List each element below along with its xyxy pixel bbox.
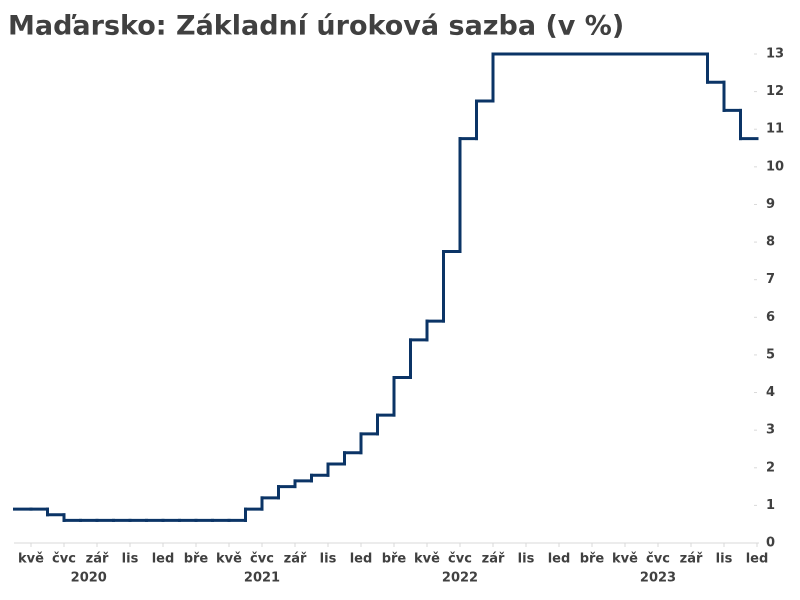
- x-tick-label: zář: [284, 552, 307, 567]
- y-tick-label: 3: [766, 423, 775, 438]
- x-tick-label: lis: [518, 552, 535, 567]
- x-tick-label: čvc: [448, 552, 472, 567]
- year-label: 2022: [442, 571, 478, 586]
- year-label: 2021: [244, 571, 280, 586]
- x-tick-label: kvě: [18, 552, 44, 567]
- x-tick-label: bře: [382, 552, 407, 567]
- x-tick-label: lis: [716, 552, 733, 567]
- x-tick-label: led: [548, 552, 571, 567]
- y-tick-label: 13: [766, 47, 784, 62]
- y-tick-label: 6: [766, 310, 775, 325]
- x-tick-label: led: [350, 552, 373, 567]
- x-tick-label: zář: [482, 552, 505, 567]
- x-tick-label: lis: [320, 552, 337, 567]
- y-tick-label: 12: [766, 84, 784, 99]
- x-tick-label: čvc: [646, 552, 670, 567]
- y-tick-label: 8: [766, 235, 775, 250]
- x-tick-label: lis: [122, 552, 139, 567]
- y-tick-label: 10: [766, 159, 784, 174]
- y-tick-label: 4: [766, 385, 775, 400]
- x-tick-label: kvě: [612, 552, 638, 567]
- x-tick-label: led: [746, 552, 769, 567]
- year-label: 2023: [640, 571, 676, 586]
- x-tick-label: zář: [86, 552, 109, 567]
- x-tick-label: led: [152, 552, 175, 567]
- y-tick-label: 0: [766, 536, 775, 551]
- y-tick-label: 1: [766, 498, 775, 513]
- year-label: 2020: [71, 571, 107, 586]
- x-tick-label: kvě: [414, 552, 440, 567]
- x-tick-label: bře: [184, 552, 209, 567]
- y-tick-label: 7: [766, 272, 775, 287]
- x-tick-label: bře: [580, 552, 605, 567]
- x-tick-label: kvě: [216, 552, 242, 567]
- y-tick-label: 9: [766, 197, 775, 212]
- chart-title: Maďarsko: Základní úroková sazba (v %): [8, 11, 624, 42]
- x-tick-label: zář: [680, 552, 703, 567]
- x-tick-label: čvc: [250, 552, 274, 567]
- y-tick-label: 2: [766, 460, 775, 475]
- y-tick-label: 5: [766, 347, 775, 362]
- y-tick-label: 11: [766, 122, 784, 137]
- x-tick-label: čvc: [52, 552, 76, 567]
